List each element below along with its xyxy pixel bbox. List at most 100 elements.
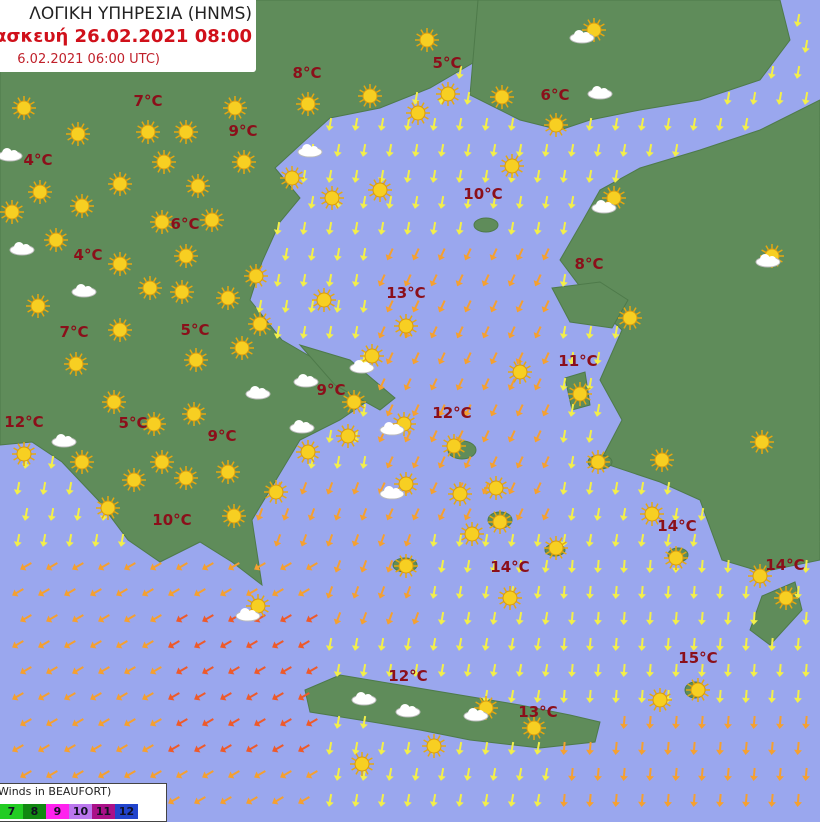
wind-arrow-icon (174, 768, 189, 781)
wind-arrow-icon (402, 533, 414, 548)
wind-arrow-icon (332, 611, 344, 626)
wind-arrow-icon (36, 690, 51, 703)
temperature-label: 12°C (432, 404, 471, 422)
wind-arrow-icon (429, 169, 439, 183)
wind-arrow-icon (296, 742, 311, 755)
wind-arrow-icon (403, 741, 413, 755)
wind-arrow-icon (70, 716, 85, 729)
wind-arrow-icon (802, 664, 811, 678)
wind-arrow-icon (88, 690, 103, 703)
wind-arrow-icon (463, 559, 473, 573)
wind-arrow-icon (541, 611, 551, 625)
wind-arrow-icon (226, 716, 241, 729)
wind-arrow-icon (768, 742, 777, 756)
wind-arrow-icon (192, 742, 207, 755)
wind-arrow-icon (750, 664, 759, 678)
temperature-label: 13°C (518, 703, 557, 721)
wind-arrow-icon (664, 586, 673, 600)
wind-arrow-icon (586, 794, 595, 808)
sun-icon (484, 476, 508, 500)
wind-arrow-icon (506, 273, 519, 288)
wind-arrow-icon (541, 195, 551, 209)
wind-arrow-icon (793, 65, 803, 79)
wind-arrow-icon (270, 586, 285, 599)
wind-arrow-icon (70, 612, 85, 625)
legend-class: 12 (115, 804, 138, 819)
wind-arrow-icon (488, 299, 501, 314)
wind-arrow-icon (742, 586, 751, 600)
sun-icon (686, 678, 710, 702)
wind-arrow-icon (166, 742, 181, 755)
wind-arrow-icon (533, 169, 543, 183)
wind-arrow-icon (540, 351, 553, 366)
wind-arrow-icon (801, 91, 811, 105)
wind-arrow-icon (296, 794, 311, 807)
wind-arrow-icon (541, 143, 551, 157)
wind-arrow-icon (480, 273, 493, 288)
wind-arrow-icon (455, 793, 465, 807)
sun-icon (312, 288, 336, 312)
wind-arrow-icon (359, 143, 369, 157)
wind-arrow-icon (384, 611, 396, 626)
wind-arrow-icon (802, 612, 811, 626)
wind-arrow-icon (620, 612, 629, 626)
wind-arrow-icon (541, 767, 551, 781)
wind-arrow-icon (278, 716, 293, 729)
wind-arrow-icon (358, 559, 370, 574)
wind-arrow-icon (480, 325, 493, 340)
legend-class: 8 (23, 804, 46, 819)
wind-arrow-icon (541, 663, 551, 677)
wind-arrow-icon (637, 481, 647, 495)
wind-arrow-icon (21, 507, 31, 521)
wind-arrow-icon (332, 559, 344, 574)
wind-arrow-icon (619, 507, 629, 521)
wind-arrow-icon (148, 612, 163, 625)
temperature-label: 10°C (152, 511, 191, 529)
wind-arrow-icon (252, 768, 267, 781)
wind-arrow-icon (280, 507, 292, 522)
wind-arrow-icon (44, 612, 59, 625)
wind-arrow-icon (594, 560, 603, 574)
wind-arrow-icon (403, 637, 413, 651)
wind-arrow-icon (724, 716, 733, 730)
temperature-label: 4°C (24, 151, 53, 169)
wind-arrow-icon (723, 91, 733, 105)
wind-arrow-icon (611, 533, 621, 547)
wind-arrow-icon (281, 247, 291, 261)
wind-arrow-icon (663, 117, 673, 131)
wind-arrow-icon (166, 638, 181, 651)
wind-arrow-icon (18, 612, 33, 625)
wind-arrow-icon (174, 664, 189, 677)
wind-arrow-icon (742, 690, 751, 704)
wind-arrow-icon (481, 585, 491, 599)
wind-arrow-icon (638, 638, 647, 652)
wind-arrow-icon (18, 716, 33, 729)
temperature-label: 14°C (657, 517, 696, 535)
wind-arrow-icon (218, 638, 233, 651)
wind-arrow-icon (540, 247, 553, 262)
wind-arrow-icon (646, 664, 655, 678)
wind-arrow-icon (306, 507, 318, 522)
wind-arrow-icon (325, 429, 335, 443)
wind-arrow-icon (10, 690, 25, 703)
wind-arrow-icon (620, 768, 629, 782)
wind-arrow-icon (307, 299, 317, 313)
wind-arrow-icon (586, 690, 595, 704)
wind-arrow-icon (18, 768, 33, 781)
wind-arrow-icon (122, 664, 137, 677)
wind-arrow-icon (122, 560, 137, 573)
wind-arrow-icon (488, 403, 501, 418)
wind-arrow-icon (325, 221, 335, 235)
wind-arrow-icon (307, 195, 317, 209)
wind-arrow-icon (593, 403, 603, 417)
wind-arrow-icon (91, 533, 101, 547)
wind-arrow-icon (690, 794, 699, 808)
wind-arrow-icon (750, 768, 759, 782)
wind-arrow-icon (376, 533, 388, 548)
wind-arrow-icon (638, 690, 647, 704)
wind-arrow-icon (70, 560, 85, 573)
wind-arrow-icon (532, 325, 545, 340)
wind-arrow-icon (568, 664, 577, 678)
sun-icon (488, 510, 512, 534)
wind-arrow-icon (62, 586, 77, 599)
